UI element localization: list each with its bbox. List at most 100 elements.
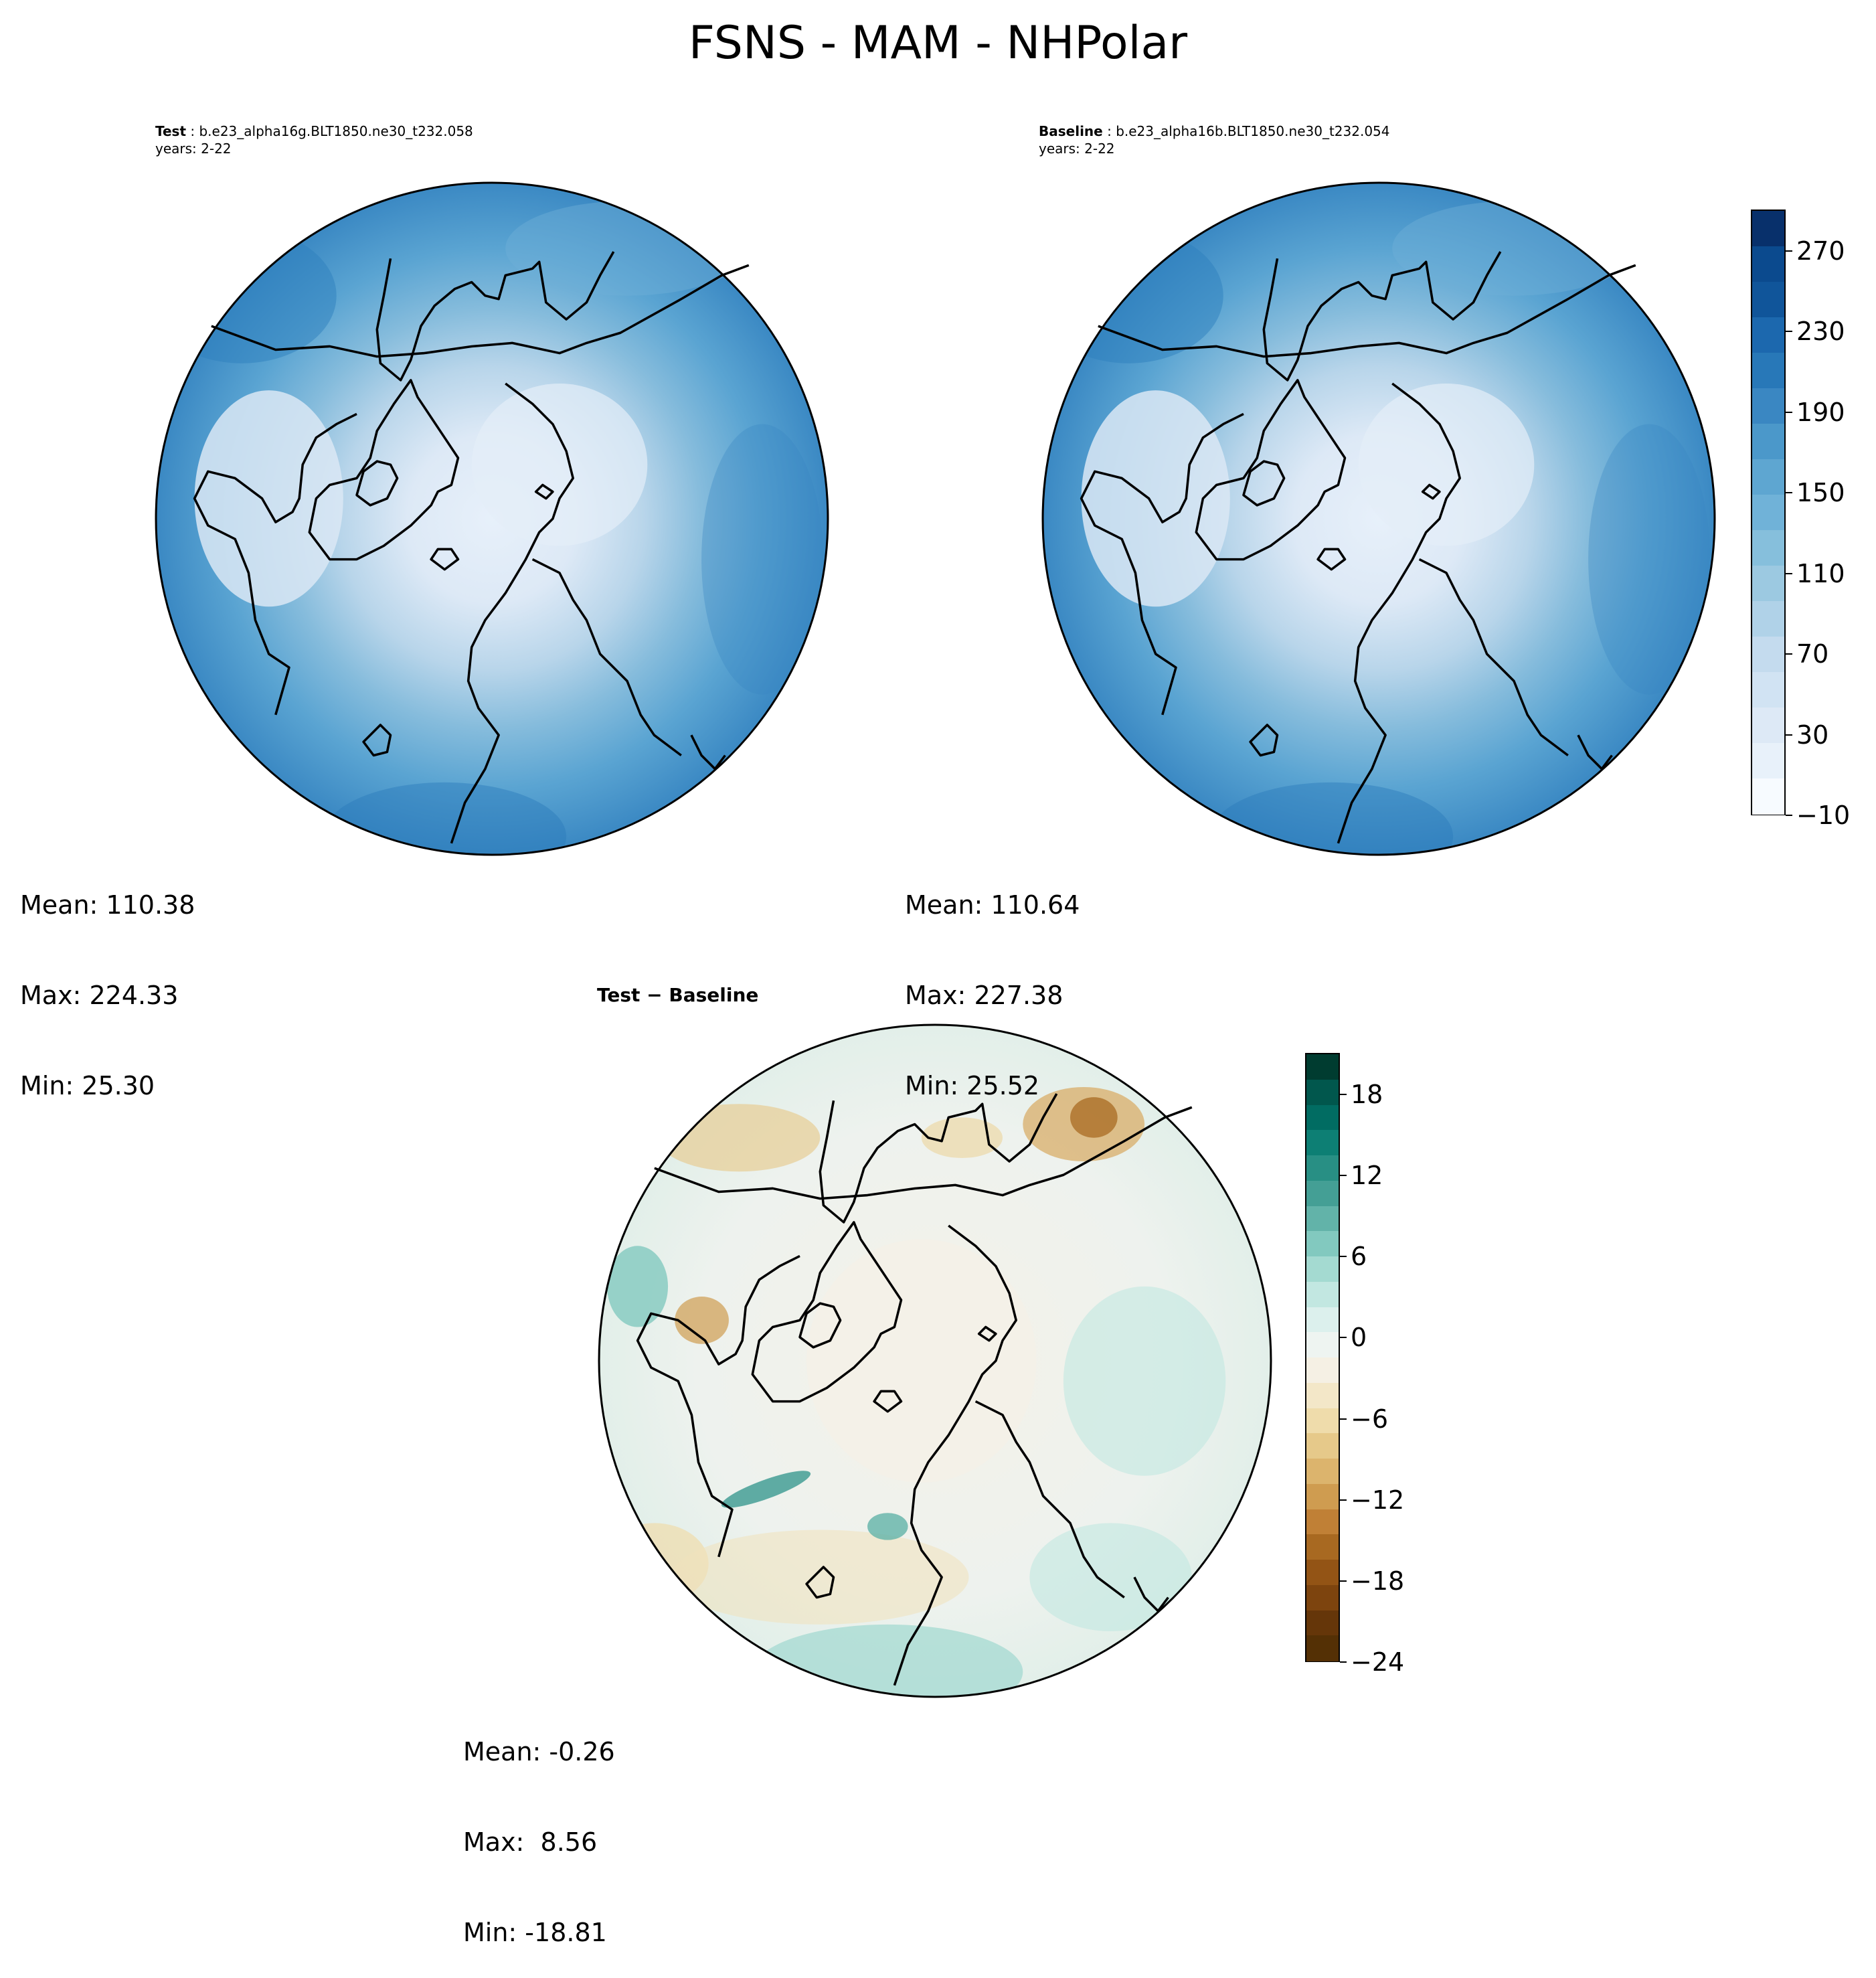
- diff-mean: Mean: -0.26: [463, 1737, 615, 1766]
- baseline-case-name: : b.e23_alpha16b.BLT1850.ne30_t232.054: [1102, 123, 1390, 139]
- main-colorbar-segment: [1752, 672, 1784, 708]
- diff-colorbar-tick-mark: [1340, 1175, 1347, 1177]
- diff-colorbar-tick-mark: [1340, 1499, 1347, 1501]
- main-colorbar-segment: [1752, 778, 1784, 815]
- baseline-panel-title: Baseline : b.e23_alpha16b.BLT1850.ne30_t…: [1039, 122, 1390, 157]
- diff-colorbar-tick-mark: [1340, 1418, 1347, 1420]
- diff-colorbar-segment: [1306, 1180, 1339, 1207]
- diff-colorbar-tick-mark: [1340, 1256, 1347, 1258]
- diff-min: Min: -18.81: [463, 1918, 607, 1947]
- diff-colorbar-tick-label: −6: [1351, 1404, 1389, 1434]
- diff-colorbar-tick-mark: [1340, 1093, 1347, 1095]
- main-colorbar-segment: [1752, 495, 1784, 531]
- diff-colorbar-segment: [1306, 1635, 1339, 1661]
- diff-colorbar-segment: [1306, 1206, 1339, 1232]
- main-colorbar: [1751, 210, 1786, 815]
- diff-colorbar-tick-label: −18: [1351, 1566, 1405, 1596]
- diff-colorbar-tick-label: −12: [1351, 1485, 1405, 1515]
- diff-colorbar-segment: [1306, 1433, 1339, 1459]
- map-boundary: [598, 1023, 1272, 1698]
- main-colorbar-tick-mark: [1786, 250, 1792, 252]
- diff-colorbar-segment: [1306, 1307, 1339, 1333]
- diff-colorbar-segment: [1306, 1610, 1339, 1636]
- main-colorbar-tick-label: −10: [1796, 801, 1851, 830]
- diff-map: [598, 1023, 1272, 1698]
- main-colorbar-tick-mark: [1786, 653, 1792, 655]
- test-case-name: : b.e23_alpha16g.BLT1850.ne30_t232.058: [186, 123, 473, 139]
- test-mean: Mean: 110.38: [20, 890, 195, 920]
- diff-colorbar-tick-label: 12: [1351, 1161, 1383, 1191]
- main-colorbar-segment: [1752, 743, 1784, 779]
- figure-title: FSNS - MAM - NHPolar: [688, 17, 1188, 70]
- diff-colorbar-segment: [1306, 1408, 1339, 1434]
- main-colorbar-tick-label: 70: [1796, 639, 1829, 669]
- map-boundary: [155, 181, 829, 856]
- main-colorbar-tick-label: 190: [1796, 397, 1845, 427]
- diff-colorbar-tick-label: 0: [1351, 1323, 1367, 1353]
- diff-colorbar-segment: [1306, 1054, 1339, 1080]
- main-colorbar-tick-mark: [1786, 734, 1792, 736]
- diff-colorbar-segment: [1306, 1079, 1339, 1106]
- baseline-max: Max: 227.38: [905, 981, 1063, 1010]
- baseline-stats: Mean: 110.64 Max: 227.38 Min: 25.52: [905, 830, 1080, 1131]
- main-colorbar-tick-label: 110: [1796, 558, 1845, 588]
- test-max: Max: 224.33: [20, 981, 179, 1010]
- main-colorbar-tick-mark: [1786, 411, 1792, 413]
- diff-colorbar-ticks: 18 12 6 0 −6 −12 −18 −24: [1340, 1053, 1427, 1675]
- diff-colorbar-segment: [1306, 1459, 1339, 1485]
- coastlines: [193, 251, 750, 844]
- main-colorbar-segment: [1752, 530, 1784, 566]
- main-colorbar-segment: [1752, 388, 1784, 424]
- main-colorbar-segment: [1752, 424, 1784, 460]
- diff-colorbar-tick-label: −24: [1351, 1647, 1405, 1677]
- diff-colorbar-segment: [1306, 1509, 1339, 1535]
- main-colorbar-segment: [1752, 317, 1784, 353]
- diff-colorbar-tick-mark: [1340, 1337, 1347, 1339]
- test-panel-title: Test : b.e23_alpha16g.BLT1850.ne30_t232.…: [155, 122, 473, 157]
- main-colorbar-tick-label: 150: [1796, 478, 1845, 508]
- main-colorbar-tick-label: 230: [1796, 317, 1845, 347]
- main-colorbar-ticks: 270 230 190 150 110 70 30 −10: [1786, 210, 1873, 829]
- baseline-years: years: 2-22: [1039, 141, 1115, 157]
- test-stats: Mean: 110.38 Max: 224.33 Min: 25.30: [20, 830, 195, 1131]
- baseline-map: [1041, 181, 1716, 856]
- diff-colorbar-tick-mark: [1340, 1661, 1347, 1663]
- diff-colorbar-segment: [1306, 1584, 1339, 1611]
- diff-colorbar-segment: [1306, 1560, 1339, 1586]
- baseline-label: Baseline: [1039, 123, 1103, 139]
- main-colorbar-tick-mark: [1786, 492, 1792, 494]
- main-colorbar-tick-mark: [1786, 572, 1792, 574]
- main-colorbar-segment: [1752, 211, 1784, 247]
- main-colorbar-tick-mark: [1786, 331, 1792, 333]
- diff-colorbar-segment: [1306, 1534, 1339, 1560]
- diff-colorbar-segment: [1306, 1357, 1339, 1384]
- main-colorbar-tick-mark: [1786, 815, 1792, 816]
- diff-colorbar-segment: [1306, 1281, 1339, 1308]
- diff-colorbar-segment: [1306, 1104, 1339, 1131]
- main-colorbar-segment: [1752, 353, 1784, 389]
- test-label: Test: [155, 123, 187, 139]
- test-min: Min: 25.30: [20, 1071, 155, 1100]
- diff-colorbar-segment: [1306, 1231, 1339, 1257]
- diff-colorbar-segment: [1306, 1483, 1339, 1510]
- coastlines: [636, 1093, 1193, 1686]
- diff-colorbar: [1305, 1053, 1340, 1662]
- diff-colorbar-segment: [1306, 1155, 1339, 1181]
- main-colorbar-tick-label: 270: [1796, 236, 1845, 266]
- diff-stats: Mean: -0.26 Max: 8.56 Min: -18.81: [463, 1677, 615, 1978]
- main-colorbar-segment: [1752, 246, 1784, 282]
- diff-colorbar-tick-label: 18: [1351, 1079, 1383, 1109]
- diff-max: Max: 8.56: [463, 1827, 598, 1857]
- baseline-mean: Mean: 110.64: [905, 890, 1080, 920]
- test-years: years: 2-22: [155, 141, 232, 157]
- diff-colorbar-segment: [1306, 1130, 1339, 1156]
- main-colorbar-segment: [1752, 282, 1784, 318]
- diff-colorbar-tick-mark: [1340, 1580, 1347, 1582]
- diff-colorbar-tick-label: 6: [1351, 1242, 1367, 1272]
- main-colorbar-segment: [1752, 459, 1784, 495]
- main-colorbar-segment: [1752, 637, 1784, 673]
- diff-colorbar-segment: [1306, 1332, 1339, 1358]
- main-colorbar-segment: [1752, 566, 1784, 602]
- diff-colorbar-segment: [1306, 1256, 1339, 1283]
- test-map: [155, 181, 829, 856]
